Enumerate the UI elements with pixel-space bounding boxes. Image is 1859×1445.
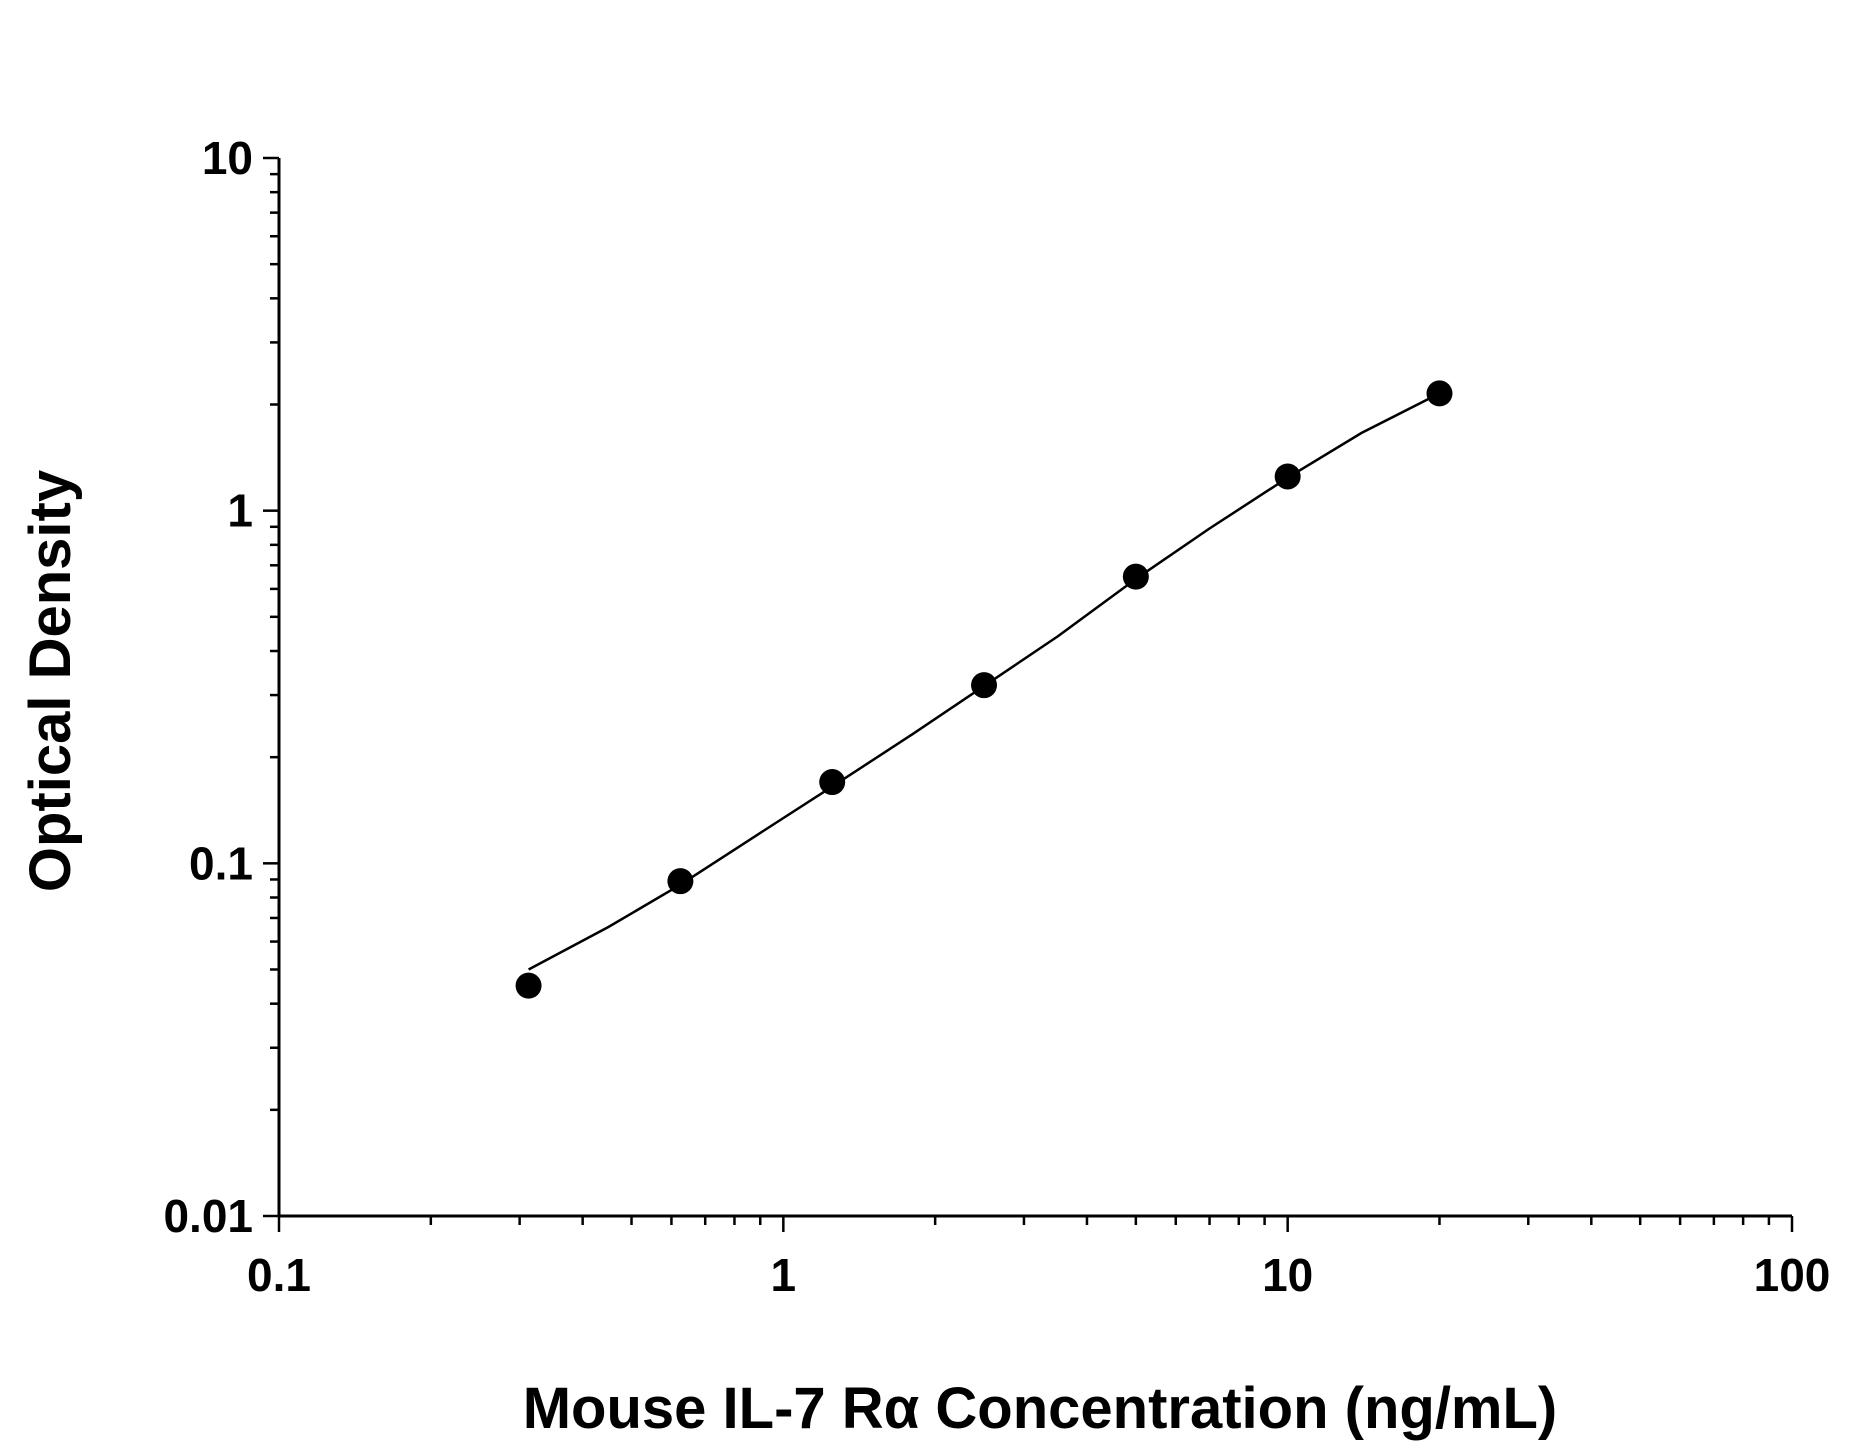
y-tick-label: 1 xyxy=(227,485,253,537)
y-axis-tick-labels: 0.01 0.1 1 10 xyxy=(163,132,253,1242)
y-tick-label: 0.01 xyxy=(163,1190,253,1242)
y-tick-label: 0.1 xyxy=(189,837,253,889)
data-point xyxy=(515,972,542,999)
x-tick-label: 10 xyxy=(1262,1249,1313,1301)
y-axis-ticks xyxy=(263,156,279,1218)
data-point xyxy=(667,868,694,895)
x-tick-label: 100 xyxy=(1754,1249,1831,1301)
data-point xyxy=(1122,563,1149,590)
data-point xyxy=(819,769,846,796)
x-axis-title: Mouse IL-7 Rα Concentration (ng/mL) xyxy=(523,1376,1558,1441)
y-axis-title: Optical Density xyxy=(18,470,83,892)
data-point xyxy=(971,672,998,699)
x-axis-ticks xyxy=(277,1216,1794,1232)
x-axis-tick-labels: 0.1 1 10 100 xyxy=(247,1249,1830,1301)
data-points xyxy=(515,380,1453,999)
data-point xyxy=(1426,380,1453,407)
y-tick-label: 10 xyxy=(202,132,253,184)
data-point xyxy=(1274,463,1301,490)
x-tick-label: 1 xyxy=(771,1249,797,1301)
x-tick-label: 0.1 xyxy=(247,1249,311,1301)
axes xyxy=(277,158,1792,1218)
